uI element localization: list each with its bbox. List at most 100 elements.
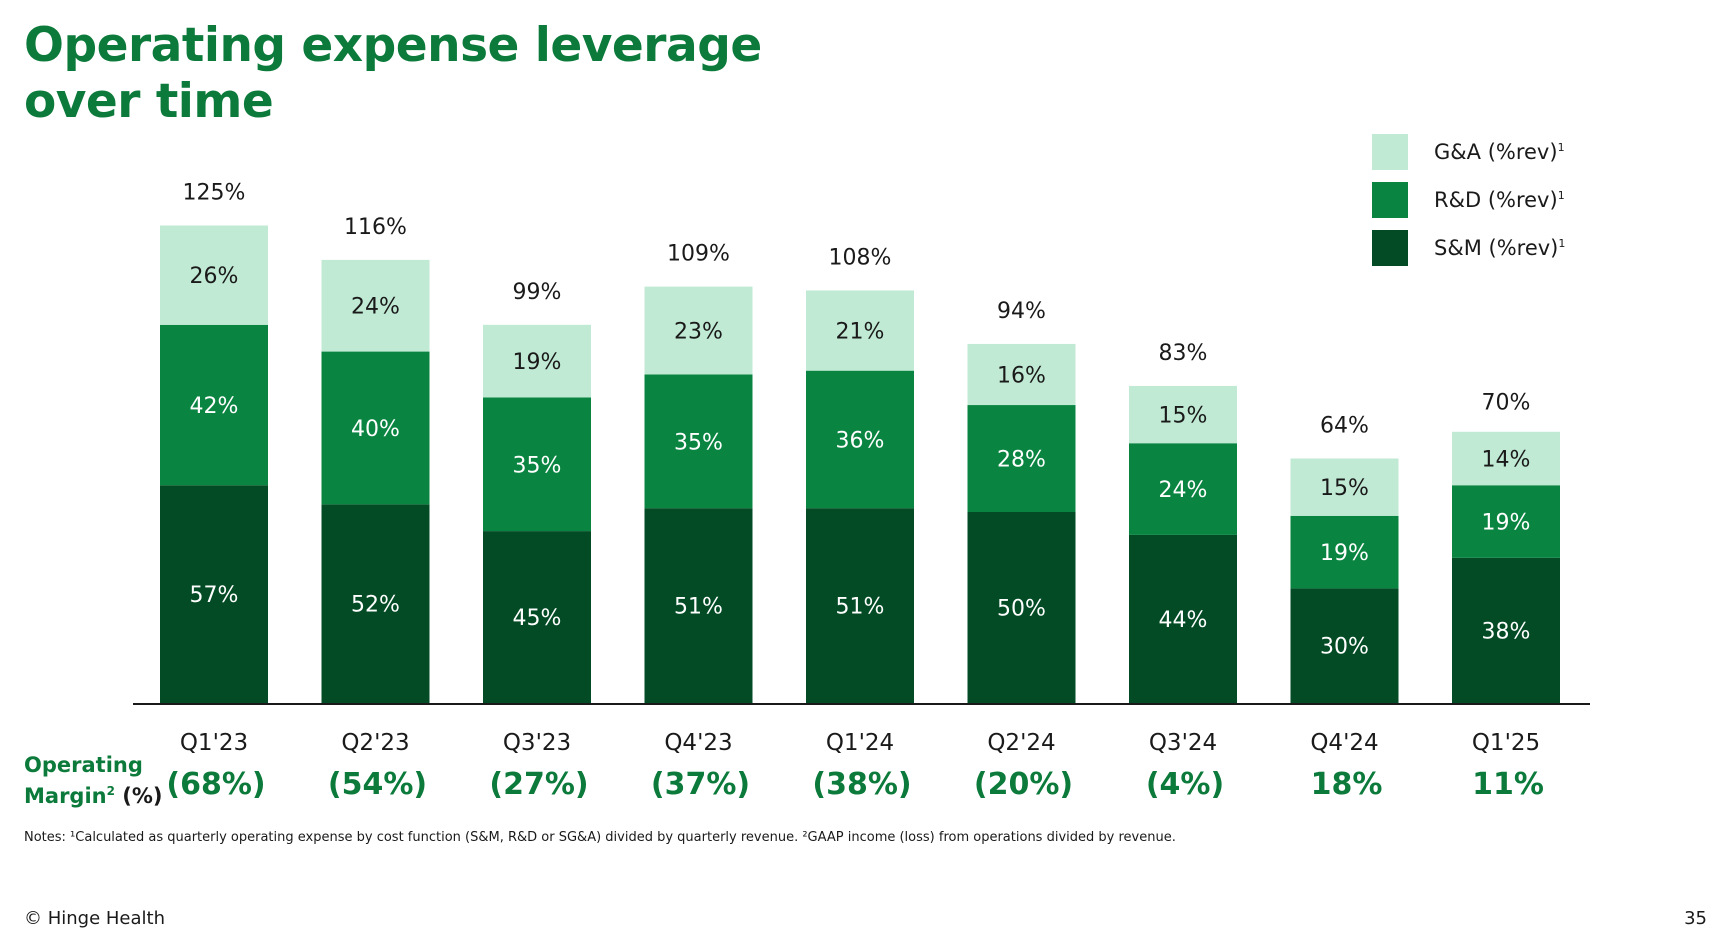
bar-segment [644,508,753,703]
x-tick-label: Q1'23 [180,730,248,756]
segment-label: 57% [190,583,239,608]
bar-segment [967,512,1076,703]
segment-label: 19% [513,350,562,375]
footnotes: Notes: ¹Calculated as quarterly operatin… [24,830,1176,845]
bar-segment [321,259,430,352]
legend-label-ga: G&A (%rev) [1434,140,1558,164]
page-title: Operating expense leverage over time [24,18,924,130]
title-line-1: Operating expense leverage [24,18,762,73]
chart-legend: G&A (%rev)1 R&D (%rev)1 S&M (%rev)1 [1372,128,1565,272]
operating-margin-value: (54%) [328,767,427,802]
title-line-2: over time [24,74,274,129]
bar-segment [1290,515,1399,589]
total-label: 116% [344,215,407,240]
operating-margin-value: (38%) [812,767,911,802]
legend-sup-sm: 1 [1558,237,1566,250]
segment-label: 15% [1159,404,1208,429]
bar-segment [1129,443,1237,535]
footer-copyright: © Hinge Health [24,908,165,929]
segment-label: 16% [997,363,1046,388]
segment-label: 51% [674,595,723,620]
total-label: 99% [513,280,562,305]
operating-margin-label: Operating Margin2 (%) [24,752,163,809]
legend-sup-ga: 1 [1557,141,1565,154]
page-number: 35 [1684,908,1707,929]
segment-label: 14% [1482,448,1531,473]
bar-segment [806,370,914,509]
bar-segment [1452,431,1560,486]
bar-segment [967,405,1076,512]
bar-segment [644,374,753,509]
bar-segment [1452,557,1560,703]
segment-label: 19% [1482,511,1531,536]
operating-margin-value: 18% [1311,767,1383,802]
bar-segment [160,324,268,486]
segment-label: 24% [1159,478,1208,503]
bar-segment [321,351,430,505]
segment-label: 40% [351,417,400,442]
bar-segment [483,531,591,703]
legend-item-ga: G&A (%rev)1 [1372,128,1565,176]
legend-label-rd: R&D (%rev) [1434,188,1558,212]
segment-label: 15% [1320,476,1369,501]
segment-label: 30% [1320,635,1369,660]
total-label: 64% [1320,414,1369,439]
segment-label: 38% [1482,619,1531,644]
operating-margin-unit: (%) [114,784,163,808]
bar-segment [483,397,591,532]
operating-margin-value: (4%) [1146,767,1224,802]
segment-label: 35% [513,453,562,478]
bar-segment [160,225,268,325]
bar-segment [1290,458,1399,516]
segment-label: 36% [836,428,885,453]
x-tick-label: Q3'23 [503,730,571,756]
x-tick-label: Q1'25 [1472,730,1540,756]
total-label: 94% [997,299,1046,324]
bar-segment [1129,534,1237,703]
legend-label-sm: S&M (%rev) [1434,236,1559,260]
bar-segment [644,286,753,375]
operating-margin-line-1: Operating [24,753,143,777]
bar-segment [806,290,914,371]
total-label: 125% [183,181,246,206]
segment-label: 52% [351,593,400,618]
bar-segment [967,343,1076,406]
legend-item-rd: R&D (%rev)1 [1372,176,1565,224]
segment-label: 23% [674,320,723,345]
x-tick-label: Q2'24 [987,730,1055,756]
legend-swatch-sm [1372,230,1408,266]
x-tick-label: Q2'23 [341,730,409,756]
operating-margin-sup: 2 [106,784,115,798]
bar-segment [1129,385,1237,444]
operating-margin-value: (27%) [489,767,588,802]
segment-label: 28% [997,448,1046,473]
x-tick-label: Q4'24 [1310,730,1378,756]
operating-margin-value: (37%) [651,767,750,802]
bar-segment [1452,485,1560,558]
legend-swatch-ga [1372,134,1408,170]
total-label: 108% [829,245,892,270]
segment-label: 26% [190,264,239,289]
operating-margin-line-2: Margin [24,784,107,808]
segment-label: 50% [997,597,1046,622]
legend-item-sm: S&M (%rev)1 [1372,224,1565,272]
segment-label: 19% [1320,541,1369,566]
operating-margin-value: (20%) [974,767,1073,802]
x-tick-label: Q1'24 [826,730,894,756]
operating-margin-value: (68%) [166,767,265,802]
bar-segment [806,508,914,703]
segment-label: 42% [190,394,239,419]
bar-segment [1290,588,1399,703]
total-label: 70% [1482,391,1531,416]
segment-label: 45% [513,606,562,631]
legend-swatch-rd [1372,182,1408,218]
total-label: 109% [667,242,730,267]
segment-label: 24% [351,295,400,320]
bar-segment [321,504,430,703]
segment-label: 44% [1159,608,1208,633]
bar-segment [160,485,268,703]
operating-margin-value: 11% [1472,767,1544,802]
x-tick-label: Q4'23 [664,730,732,756]
segment-label: 21% [836,320,885,345]
